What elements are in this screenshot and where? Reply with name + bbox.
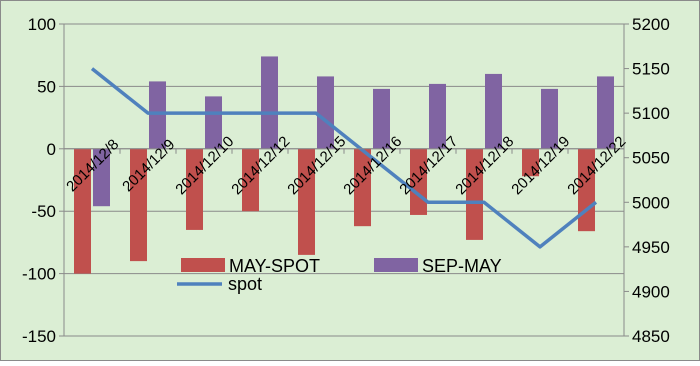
bar-sep-may	[261, 56, 278, 149]
bar-sep-may	[597, 76, 614, 149]
y-right-tick-label: 4950	[632, 238, 670, 257]
bars	[74, 56, 614, 274]
y-left-tick-label: -150	[22, 327, 56, 346]
bar-sep-may	[205, 96, 222, 149]
y-left-tick-label: -100	[22, 265, 56, 284]
bar-may-spot	[298, 148, 315, 255]
y-left-tick-label: 50	[37, 77, 56, 96]
bar-may-spot	[242, 148, 259, 212]
bar-may-spot	[186, 148, 203, 230]
line-spot	[90, 67, 598, 249]
legend-label: SEP-MAY	[422, 256, 502, 276]
y-right-tick-label: 4900	[632, 282, 670, 301]
legend-item-may-spot: MAY-SPOT	[181, 256, 320, 276]
bar-sep-may	[429, 83, 446, 149]
y-right-tick-label: 5200	[632, 15, 670, 34]
legend-item-spot: spot	[177, 274, 262, 294]
legend: MAY-SPOT SEP-MAY spot	[177, 256, 502, 294]
bar-sep-may	[149, 81, 166, 149]
legend-label: MAY-SPOT	[229, 256, 320, 276]
legend-item-sep-may: SEP-MAY	[374, 256, 502, 276]
bar-may-spot	[354, 148, 371, 227]
y-right-tick-label: 5100	[632, 104, 670, 123]
bar-sep-may	[485, 73, 502, 149]
bar-sep-may	[541, 88, 558, 149]
y-left-tick-label: 0	[47, 140, 56, 159]
bar-may-spot	[74, 148, 91, 274]
line-series	[90, 67, 598, 249]
y-right-tick-label: 5050	[632, 149, 670, 168]
y-right-tick-label: 5000	[632, 193, 670, 212]
bar-may-spot	[130, 148, 147, 262]
legend-swatch	[181, 258, 225, 272]
y-left-tick-label: -50	[31, 202, 56, 221]
bar-may-spot	[522, 148, 539, 177]
axes	[59, 23, 629, 337]
bar-sep-may	[317, 76, 334, 149]
bar-may-spot	[466, 148, 483, 240]
y-right-tick-label: 4850	[632, 327, 670, 346]
legend-label: spot	[228, 274, 262, 294]
bar-sep-may	[373, 88, 390, 149]
bar-sep-may	[93, 148, 110, 207]
legend-swatch	[374, 258, 418, 272]
y-right-tick-label: 5150	[632, 60, 670, 79]
bar-may-spot	[578, 148, 595, 232]
y-left-tick-label: 100	[28, 15, 56, 34]
